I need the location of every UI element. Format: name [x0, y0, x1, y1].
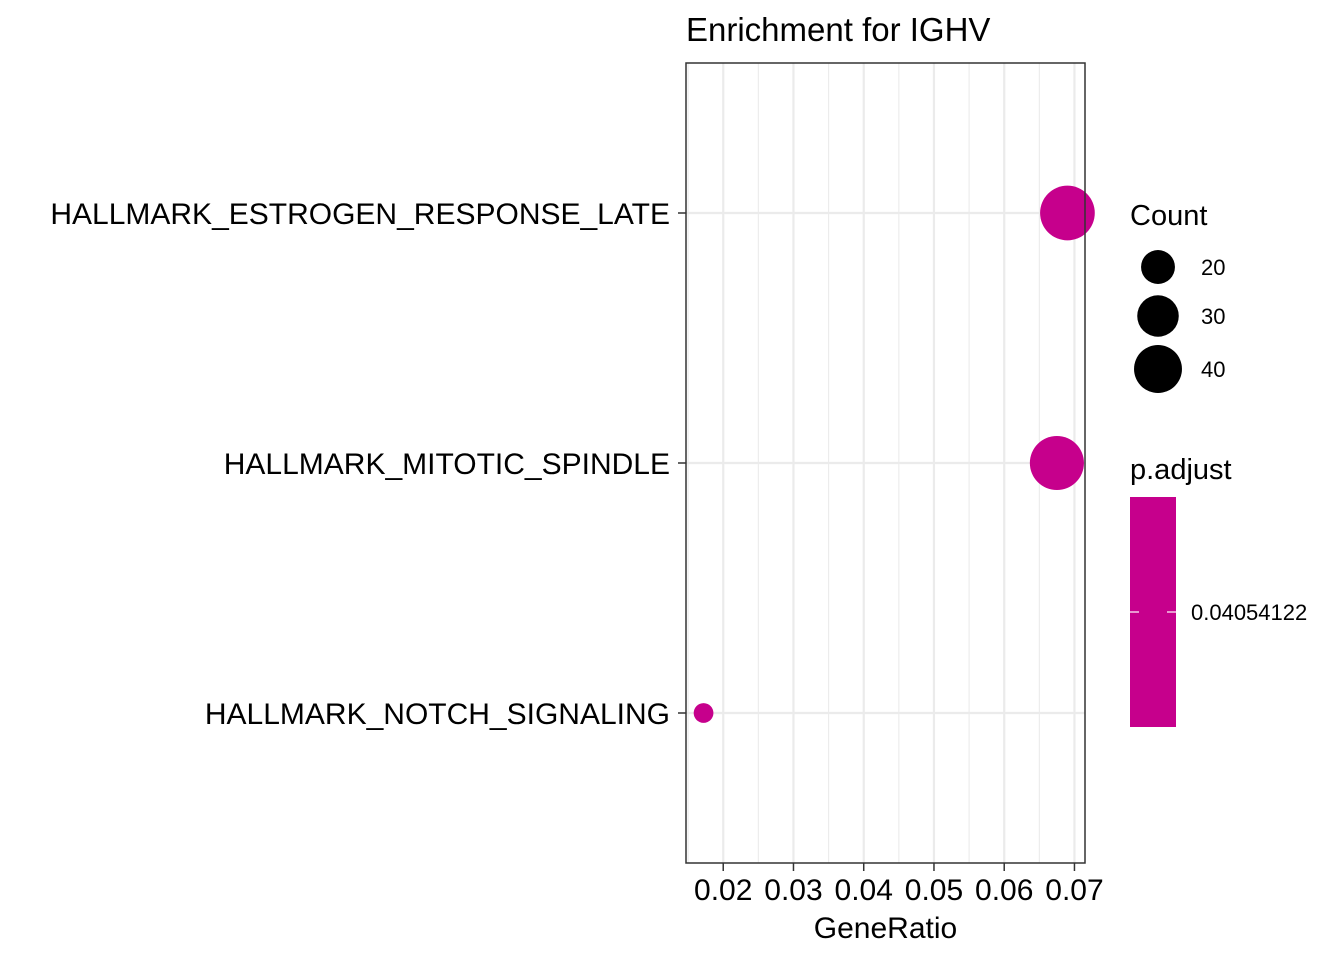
size-legend-symbol	[1137, 295, 1179, 337]
x-tick-label: 0.06	[975, 874, 1033, 907]
y-tick-label: HALLMARK_ESTROGEN_RESPONSE_LATE	[50, 198, 670, 231]
color-legend: p.adjust 0.04054122	[1130, 454, 1307, 727]
x-tick-label: 0.04	[835, 874, 893, 907]
size-legend-label: 30	[1201, 304, 1225, 329]
x-tick-label: 0.05	[905, 874, 963, 907]
x-axis: 0.02 0.03 0.04 0.05 0.06 0.07	[694, 863, 1104, 907]
size-legend-entries: 20 30 40	[1134, 250, 1225, 393]
x-tick-label: 0.03	[764, 874, 822, 907]
x-axis-title: GeneRatio	[814, 912, 957, 945]
size-legend-label: 20	[1201, 255, 1225, 280]
y-axis: HALLMARK_ESTROGEN_RESPONSE_LATE HALLMARK_…	[50, 198, 686, 731]
data-point	[1029, 435, 1084, 491]
chart-title: Enrichment for IGHV	[686, 11, 990, 48]
y-tick-label: HALLMARK_MITOTIC_SPINDLE	[224, 448, 670, 481]
x-tick-label: 0.07	[1045, 874, 1103, 907]
color-legend-title: p.adjust	[1130, 454, 1232, 486]
data-point	[1040, 185, 1095, 241]
size-legend-title: Count	[1130, 200, 1207, 232]
size-legend-symbol	[1134, 345, 1182, 393]
x-tick-label: 0.02	[694, 874, 752, 907]
data-point	[693, 703, 714, 723]
size-legend: Count 20 30 40	[1130, 200, 1225, 393]
data-points	[693, 185, 1095, 723]
size-legend-symbol	[1141, 250, 1175, 284]
y-tick-label: HALLMARK_NOTCH_SIGNALING	[205, 698, 670, 731]
color-legend-tick-label: 0.04054122	[1191, 600, 1307, 625]
size-legend-label: 40	[1201, 357, 1225, 382]
